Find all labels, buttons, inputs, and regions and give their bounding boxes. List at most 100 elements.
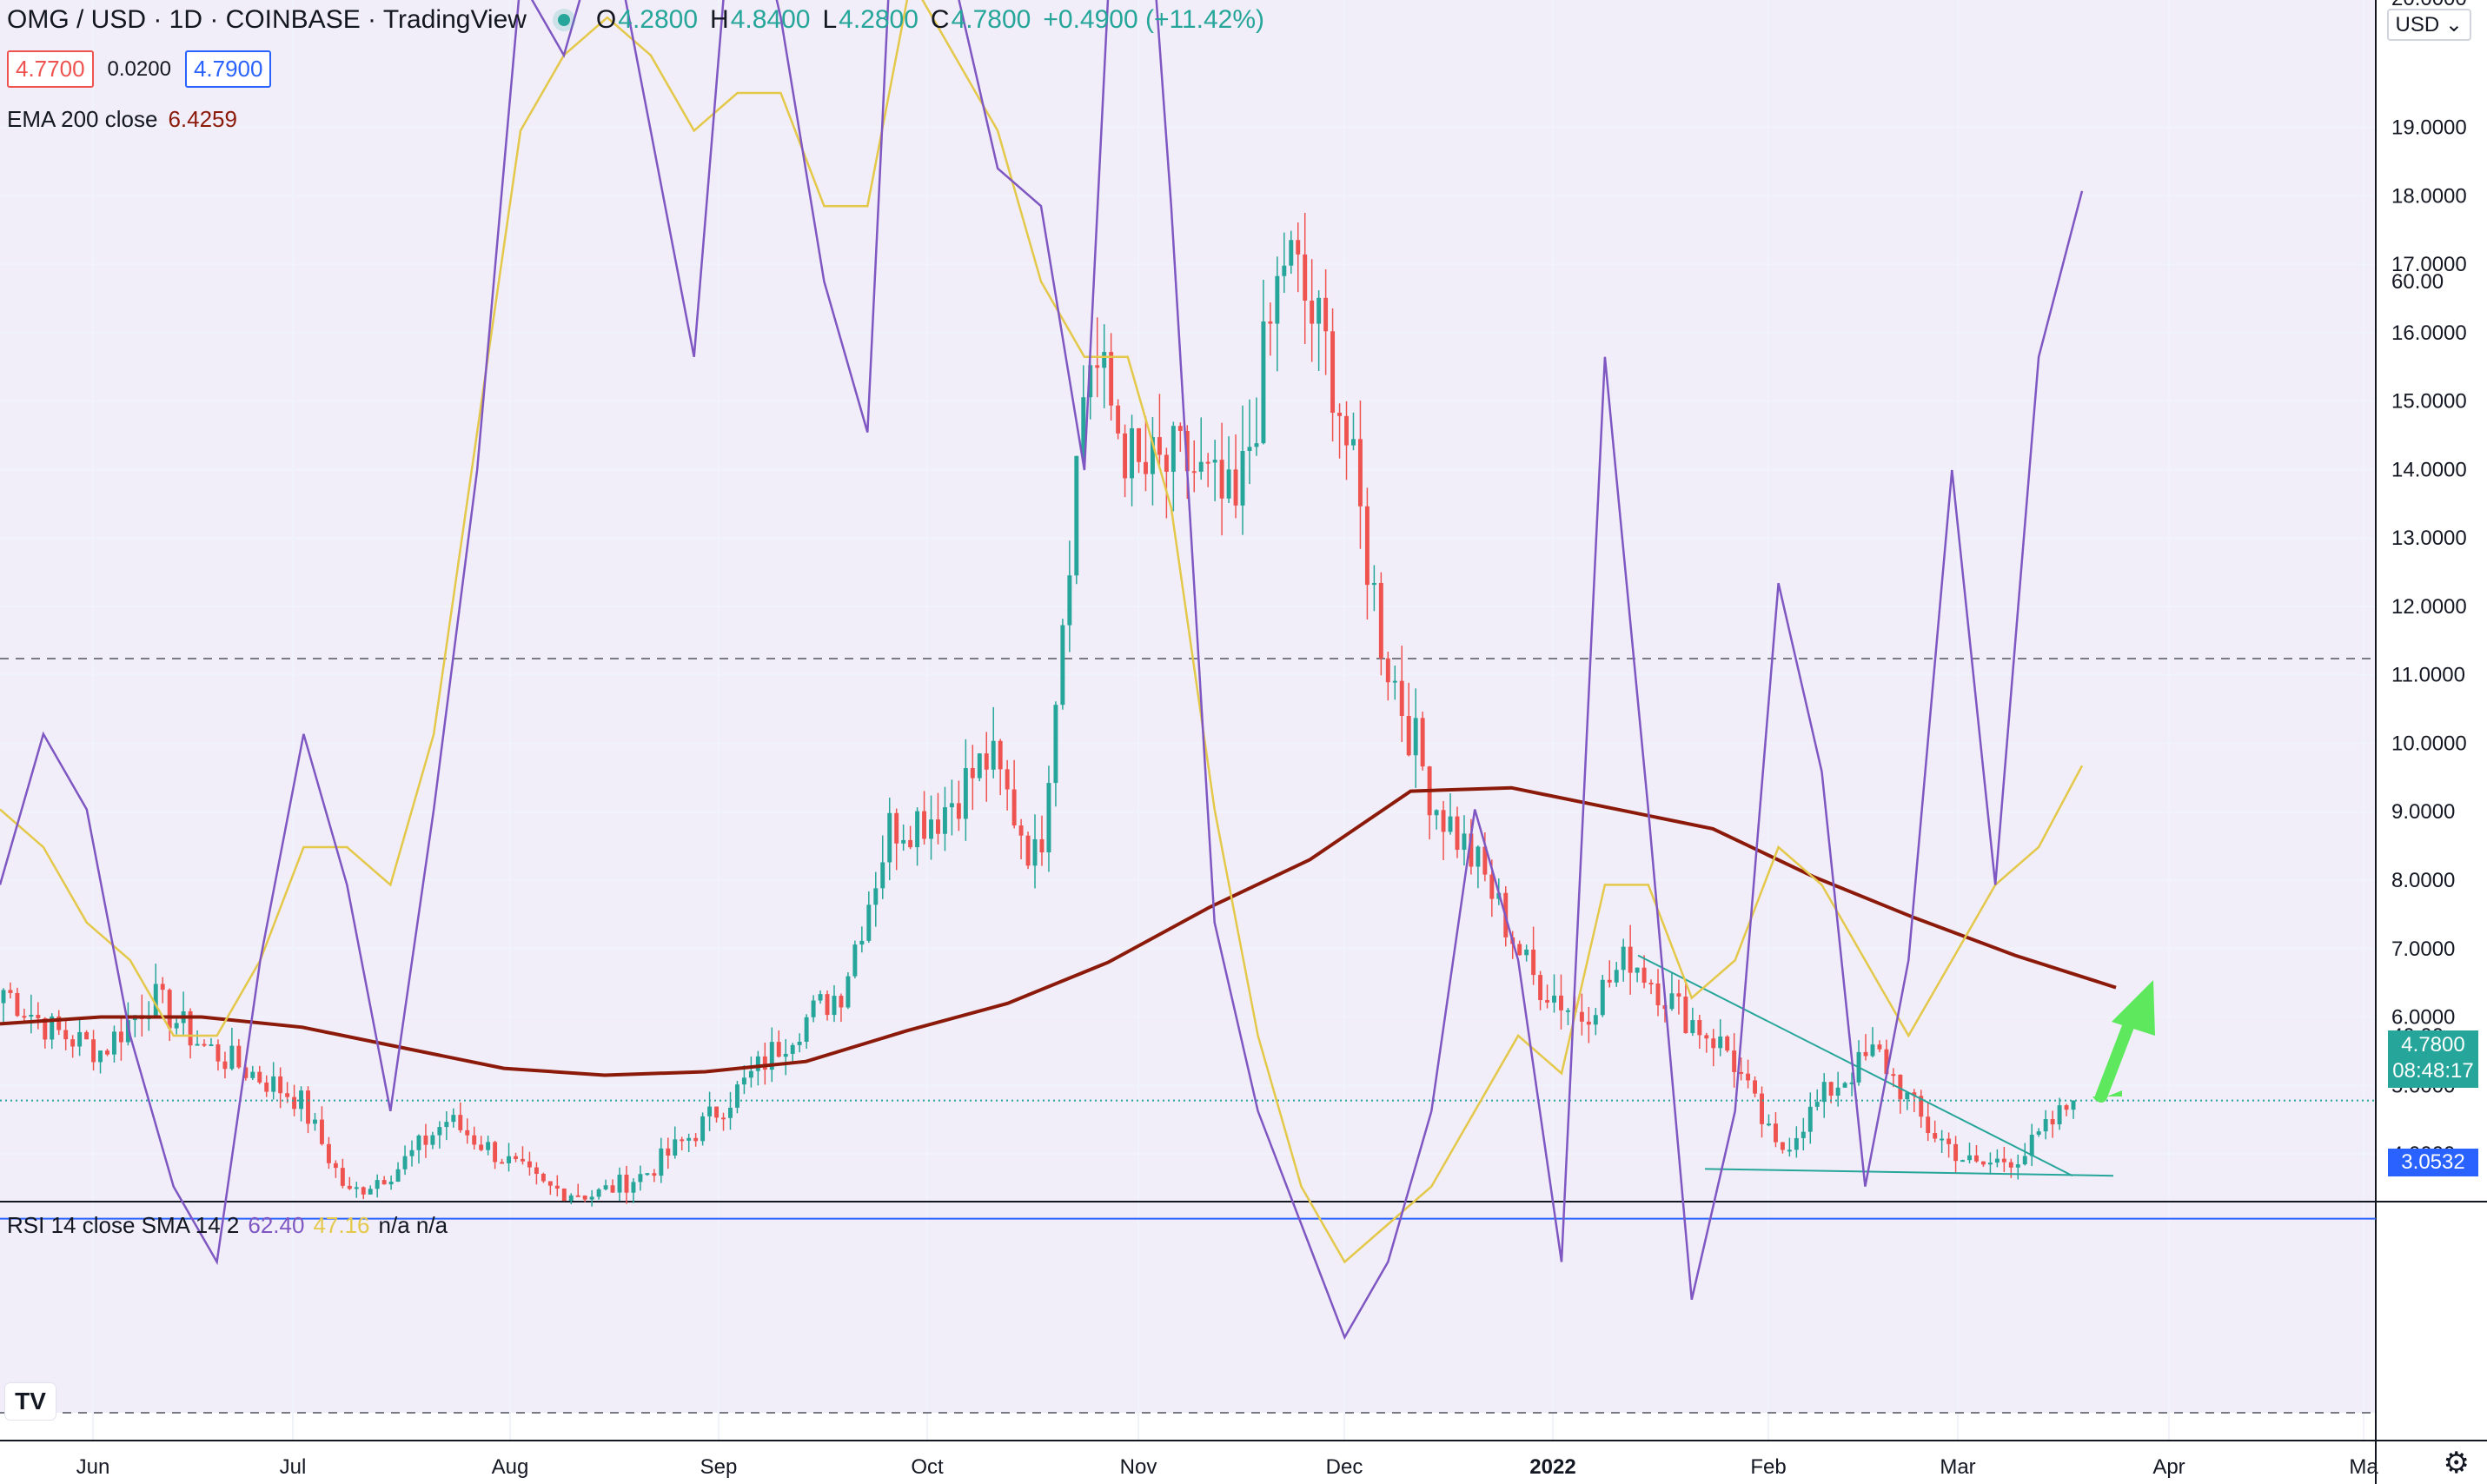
candle-body [458, 1115, 463, 1130]
candle-body [50, 1016, 55, 1040]
buy-button[interactable]: 4.7900 [184, 50, 272, 88]
candle-body [1123, 433, 1128, 479]
price-tick-label: 17.0000 [2391, 253, 2467, 276]
candle-body [1219, 460, 1224, 499]
candle-body [707, 1106, 713, 1116]
candle-body [1455, 816, 1460, 851]
candle-body [1081, 397, 1086, 456]
candle-body [472, 1135, 477, 1145]
candle-body [1441, 810, 1446, 832]
price-tick-label: 19.0000 [2391, 116, 2467, 140]
candle-body [1282, 265, 1287, 276]
bid-ask-box: 4.7700 0.0200 4.7900 [7, 50, 272, 88]
candle-body [306, 1090, 310, 1124]
candle-body [1053, 705, 1058, 784]
price-tick-label: 11.0000 [2391, 664, 2465, 687]
symbol-title[interactable]: OMG / USD · 1D · COINBASE · TradingView [7, 5, 527, 34]
candle-body [479, 1144, 484, 1150]
candle-body [1565, 1010, 1570, 1012]
candle-body [1593, 1015, 1598, 1025]
candle-body [575, 1195, 580, 1197]
ema-legend[interactable]: EMA 200 close 6.4259 [7, 106, 237, 133]
time-tick-label: Jun [76, 1455, 110, 1479]
candle-body [1621, 946, 1626, 971]
candle-body [659, 1148, 664, 1176]
candle-body [1102, 352, 1107, 368]
candle-body [561, 1188, 567, 1202]
candle-body [652, 1173, 657, 1176]
candle-body [1247, 447, 1252, 452]
candle-body [1718, 1036, 1723, 1049]
candle-body [887, 812, 892, 863]
currency-button[interactable]: USD ⌄ [2386, 9, 2471, 41]
support-price-tag: 3.0532 [2388, 1149, 2478, 1176]
candle-body [1767, 1123, 1771, 1126]
candle-body [1240, 451, 1245, 506]
candle-body [1863, 1051, 1868, 1057]
candle-body [859, 940, 865, 945]
tradingview-logo-icon[interactable]: TV [5, 1383, 56, 1420]
change-value: +0.4900 (+11.42%) [1043, 5, 1264, 34]
candle-body [1579, 1011, 1584, 1022]
countdown-label: 08:48:17 [2392, 1059, 2474, 1083]
candle-body [1891, 1074, 1896, 1077]
candle-body [1600, 979, 1605, 1016]
candle-body [1697, 1020, 1702, 1036]
time-tick-label: Mar [1940, 1455, 1975, 1479]
candle-body [568, 1195, 574, 1202]
candle-body [998, 740, 1003, 770]
candle-body [880, 862, 885, 889]
candle-body [624, 1174, 629, 1193]
candle-body [1039, 838, 1045, 853]
candle-body [368, 1189, 373, 1195]
time-tick-label: Dec [1326, 1455, 1363, 1479]
candle-body [956, 803, 961, 819]
candle-body [299, 1090, 304, 1110]
candle-body [596, 1189, 601, 1197]
rsi-sma-value: 47.16 [313, 1212, 370, 1238]
candle-body [395, 1169, 401, 1183]
candle-body [1316, 297, 1322, 324]
candle-body [361, 1187, 366, 1195]
candle-body [1842, 1083, 1847, 1088]
ema-legend-value: 6.4259 [168, 106, 237, 132]
candle-body [375, 1180, 380, 1189]
candle-body [1814, 1102, 1820, 1107]
candle-body [714, 1106, 720, 1118]
candle-body [465, 1130, 470, 1136]
candle-body [1025, 835, 1031, 866]
candle-body [1344, 415, 1349, 446]
candle-body [2057, 1105, 2062, 1125]
candle-body [1191, 471, 1197, 474]
candle-body [970, 768, 975, 778]
candle-body [1489, 874, 1495, 899]
rsi-value: 62.40 [248, 1212, 305, 1238]
rsi-legend[interactable]: RSI 14 close SMA 14 2 62.40 47.16 n/a n/a [7, 1212, 448, 1239]
gear-icon[interactable]: ⚙ [2443, 1447, 2470, 1480]
candle-body [547, 1181, 553, 1186]
candle-body [1753, 1080, 1758, 1094]
currency-label: USD [2395, 13, 2440, 36]
candle-body [2008, 1162, 2013, 1168]
candle-body [188, 1010, 193, 1046]
candle-body [797, 1042, 802, 1045]
candle-body [292, 1096, 297, 1110]
candle-body [437, 1127, 442, 1136]
candle-body [1067, 575, 1072, 626]
candle-body [908, 839, 913, 848]
candle-body [2022, 1156, 2027, 1165]
candle-body [91, 1039, 96, 1063]
candle-body [111, 1031, 116, 1055]
candle-body [167, 990, 172, 1029]
candle-body [1413, 718, 1418, 756]
candle-body [243, 1067, 249, 1078]
sell-button[interactable]: 4.7700 [7, 50, 94, 88]
candle-body [666, 1148, 671, 1156]
candle-body [2050, 1119, 2055, 1125]
candle-body [2043, 1119, 2048, 1132]
candle-body [804, 1017, 809, 1043]
candle-body [1870, 1044, 1875, 1057]
candle-body [423, 1135, 428, 1145]
candle-body [582, 1196, 587, 1200]
